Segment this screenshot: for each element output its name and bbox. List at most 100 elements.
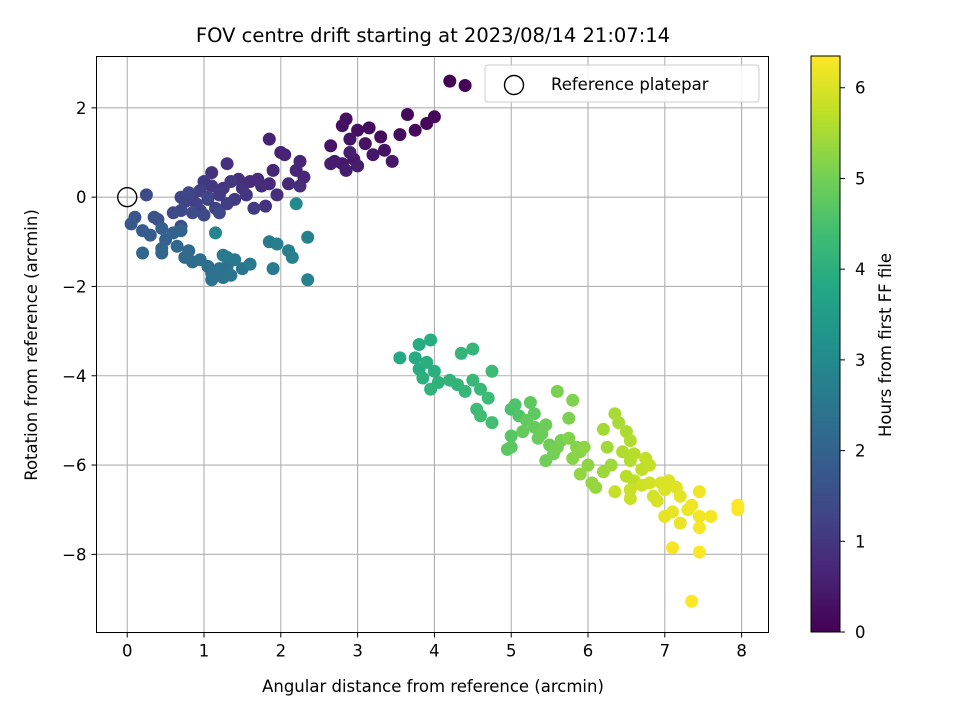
data-point	[408, 351, 422, 365]
data-point	[285, 250, 299, 264]
data-point	[623, 434, 637, 447]
data-point	[508, 398, 522, 412]
data-point	[270, 237, 284, 251]
data-point	[139, 188, 153, 202]
data-point	[301, 273, 315, 287]
data-point	[692, 545, 706, 559]
legend: Reference platepar	[484, 64, 760, 103]
colorbar-tick-label: 2	[855, 442, 866, 461]
colorbar-tick-label: 0	[855, 623, 866, 642]
data-point	[443, 74, 457, 88]
x-tick-label: 7	[660, 642, 671, 661]
data-point	[186, 206, 199, 220]
data-point	[600, 440, 614, 454]
data-point	[420, 355, 434, 369]
data-point	[366, 148, 380, 162]
data-point	[220, 157, 234, 171]
data-point	[351, 159, 365, 173]
legend-marker	[503, 74, 525, 96]
data-point	[685, 594, 699, 608]
data-point	[205, 166, 219, 180]
data-point	[351, 123, 365, 137]
y-axis-label: Rotation from reference (arcmin)	[22, 209, 41, 481]
data-point	[243, 257, 257, 271]
data-point	[539, 418, 553, 432]
data-point	[385, 154, 399, 168]
y-tick-label: −6	[62, 456, 86, 475]
chart-title: FOV centre drift starting at 2023/08/14 …	[196, 24, 670, 47]
data-point	[136, 246, 150, 260]
data-point	[324, 157, 338, 171]
data-point	[209, 226, 222, 240]
data-point	[362, 121, 376, 135]
data-point	[228, 253, 242, 267]
data-point	[550, 384, 564, 398]
data-point	[562, 411, 576, 425]
data-point	[201, 190, 215, 204]
colorbar-tick-label: 6	[855, 79, 866, 98]
y-tick-label: 0	[76, 188, 87, 207]
data-point	[474, 382, 487, 396]
x-axis-ticks: 0 1 2 3 4 5 6 7 8	[122, 632, 747, 661]
data-point	[589, 480, 603, 494]
plot-frame	[96, 56, 769, 633]
colorbar-tick-label: 1	[855, 532, 866, 551]
data-point	[643, 458, 656, 472]
data-point	[343, 146, 357, 159]
y-tick-label: 2	[76, 99, 87, 118]
data-point	[562, 431, 576, 445]
data-point	[408, 123, 422, 137]
data-point	[424, 333, 438, 347]
data-point	[731, 503, 745, 517]
data-point	[481, 391, 495, 405]
data-point	[427, 364, 441, 378]
y-tick-label: −4	[62, 367, 86, 386]
data-point	[581, 458, 595, 472]
data-point	[504, 429, 518, 443]
data-point	[485, 364, 499, 378]
data-point	[266, 262, 280, 276]
x-tick-label: 2	[276, 642, 287, 661]
data-point	[500, 442, 514, 456]
data-point	[335, 119, 349, 133]
data-point	[266, 163, 280, 177]
data-point	[416, 371, 430, 385]
data-point	[343, 132, 357, 146]
x-tick-label: 5	[506, 642, 517, 661]
data-point	[170, 239, 184, 253]
data-point	[216, 248, 230, 262]
x-tick-label: 1	[199, 642, 210, 661]
data-point	[278, 148, 292, 162]
legend-entry: Reference platepar	[551, 75, 709, 94]
data-point	[420, 117, 434, 130]
data-point	[182, 186, 196, 200]
data-point	[523, 396, 537, 409]
data-point	[577, 440, 591, 454]
data-point	[612, 416, 626, 430]
colorbar-tick-label: 3	[855, 351, 866, 370]
x-tick-label: 3	[352, 642, 363, 661]
data-point	[604, 458, 618, 472]
data-point	[623, 483, 637, 497]
colorbar-tick-label: 4	[855, 260, 866, 279]
colorbar-tick-label: 5	[855, 169, 866, 188]
data-point	[339, 163, 353, 177]
data-point	[393, 351, 407, 365]
data-point	[627, 447, 641, 461]
data-point	[466, 373, 480, 387]
data-point	[692, 521, 706, 535]
data-point	[289, 197, 303, 211]
data-point	[650, 494, 664, 508]
data-point	[566, 393, 580, 407]
data-point	[666, 505, 679, 519]
data-point	[616, 445, 630, 459]
data-point	[704, 509, 718, 523]
data-point	[301, 230, 315, 244]
data-point	[262, 132, 276, 146]
data-point	[147, 210, 161, 224]
data-point	[155, 246, 169, 260]
data-point	[174, 224, 188, 238]
data-point	[608, 485, 622, 499]
colorbar	[810, 55, 841, 633]
data-point	[212, 188, 226, 202]
